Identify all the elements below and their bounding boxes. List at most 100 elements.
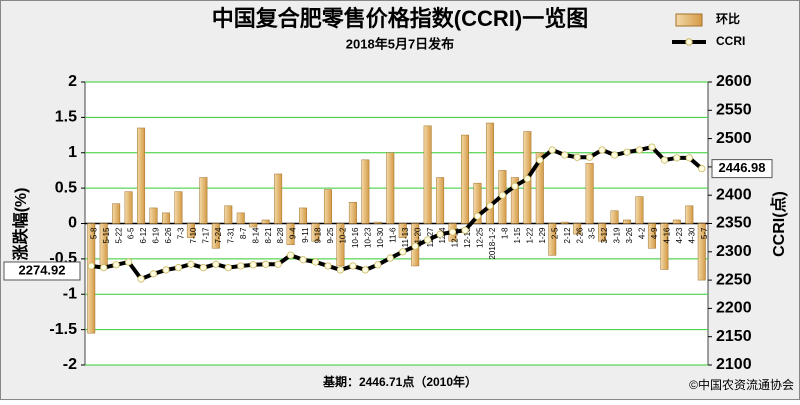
point	[311, 258, 320, 266]
x-tick-label: 10-2	[339, 227, 348, 244]
point	[224, 264, 232, 272]
point	[286, 251, 295, 259]
x-tick-label: 9-25	[326, 227, 335, 244]
point	[635, 146, 644, 154]
chart-title: 中国复合肥零售价格指数(CCRI)一览图	[212, 6, 588, 31]
x-tick-label: 3-19	[613, 227, 622, 244]
bar	[186, 223, 195, 238]
x-tick-label: 2-12	[563, 227, 572, 244]
bar	[697, 223, 706, 281]
x-tick-label: 4-23	[675, 227, 684, 244]
x-tick-label: 10-30	[376, 227, 385, 248]
point	[411, 242, 419, 250]
x-tick-label: 1-29	[538, 227, 547, 244]
x-tick-label: 8-7	[239, 227, 248, 239]
point	[536, 156, 544, 164]
x-tick-label: 9-11	[301, 227, 310, 243]
y2-tick-label: 2500	[716, 130, 752, 147]
bar	[660, 223, 669, 270]
point	[648, 143, 656, 151]
x-tick-label: 4-9	[650, 227, 659, 239]
point	[399, 248, 407, 256]
x-tick-label: 11-13	[401, 227, 410, 247]
y2-tick-label: 2600	[716, 73, 752, 90]
bar	[199, 177, 208, 224]
point	[623, 148, 631, 156]
annotation: 2446.98	[719, 160, 766, 175]
point	[610, 151, 619, 159]
point	[523, 175, 531, 183]
x-tick-label: 1-15	[513, 227, 522, 244]
point	[448, 228, 457, 236]
bar	[623, 219, 631, 224]
x-tick-label: 8-14	[251, 227, 260, 244]
point	[149, 270, 158, 278]
y-tick-label: 0	[68, 215, 77, 232]
point	[100, 264, 108, 272]
point	[548, 146, 556, 154]
point	[112, 261, 120, 269]
y2-tick-label: 2350	[716, 215, 752, 232]
bar	[647, 223, 656, 249]
x-tick-label: 3-5	[588, 227, 597, 239]
point	[199, 264, 207, 272]
point	[586, 153, 594, 161]
bar	[112, 203, 121, 224]
bar	[286, 223, 295, 245]
y2-tick-label: 2100	[716, 356, 752, 373]
bar	[598, 223, 607, 242]
chart-subtitle: 2018年5月7日发布	[346, 36, 454, 51]
bar	[87, 223, 96, 334]
x-tick-label: 6-5	[127, 227, 136, 239]
x-tick-label: 5-7	[700, 227, 709, 239]
annotation-box	[3, 261, 81, 281]
x-tick-label: 12-25	[476, 227, 485, 248]
y-tick-label: -2	[63, 356, 77, 373]
bar	[461, 134, 470, 224]
point	[436, 230, 444, 238]
y2-axis-title: CCRI(点)	[769, 191, 788, 257]
point	[424, 236, 432, 244]
y-axis-title: 涨跌幅(%)	[11, 188, 30, 261]
point	[125, 258, 133, 266]
bar	[274, 173, 283, 224]
x-tick-label: 8-28	[276, 227, 285, 244]
bar	[436, 177, 445, 224]
x-tick-label: 11-20	[413, 227, 422, 247]
bar	[548, 223, 557, 256]
x-tick-label: 9-18	[314, 227, 323, 244]
legend-swatch	[685, 38, 693, 46]
source: ©中国农资流通协会	[689, 377, 794, 392]
x-tick-label: 12-18	[463, 227, 472, 248]
point	[685, 154, 693, 162]
y2-tick-label: 2550	[716, 102, 752, 119]
x-tick-label: 3-12	[600, 227, 609, 244]
bar	[672, 219, 681, 224]
x-tick-label: 5-15	[102, 227, 111, 244]
point	[237, 262, 245, 270]
point	[249, 261, 257, 269]
point	[212, 260, 220, 268]
y2-tick-label: 2400	[716, 186, 752, 203]
x-tick-label: 7-3	[177, 227, 186, 239]
x-tick-label: 10-16	[351, 227, 360, 248]
bar	[236, 212, 245, 224]
bar	[174, 191, 183, 224]
annotation: 2274.92	[19, 262, 66, 277]
bar	[473, 182, 482, 224]
x-tick-label: 12-11	[451, 227, 460, 247]
x-tick-label: 3-26	[625, 227, 634, 244]
point	[374, 261, 382, 269]
x-tick-label: 11-6	[388, 227, 397, 243]
x-tick-label: 2-5	[550, 227, 559, 239]
point	[698, 165, 706, 173]
bar	[162, 212, 170, 224]
bar	[423, 125, 432, 224]
bar	[224, 205, 233, 224]
x-tick-label: 6-26	[164, 227, 173, 244]
point	[461, 226, 469, 234]
x-tick-label: 5-22	[114, 227, 123, 244]
point	[361, 266, 369, 274]
y2-tick-label: 2150	[716, 328, 752, 345]
